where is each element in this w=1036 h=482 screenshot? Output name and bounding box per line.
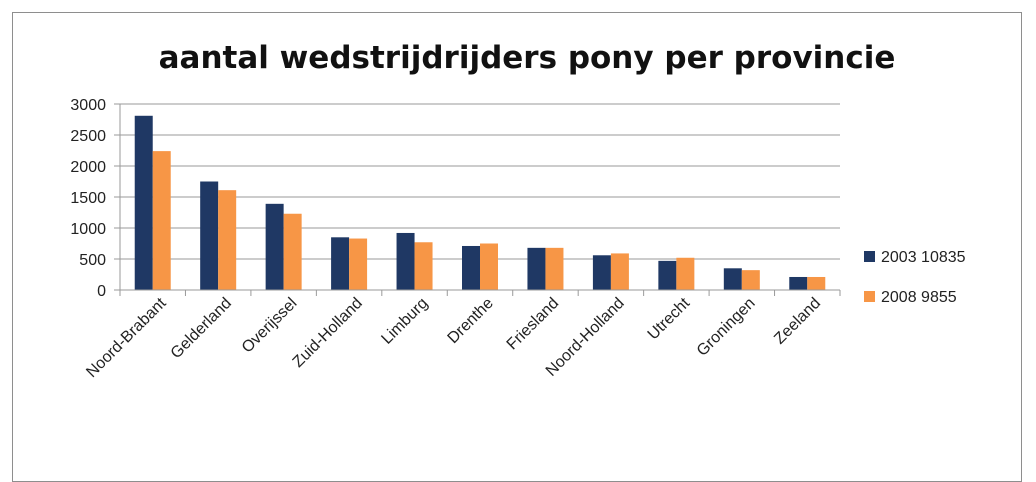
x-tick-label: Zuid-Holland bbox=[290, 295, 366, 371]
chart-frame bbox=[12, 12, 1022, 482]
chart-title: aantal wedstrijdrijders pony per provinc… bbox=[159, 40, 896, 76]
legend-label-2003: 2003 10835 bbox=[881, 249, 966, 266]
bar-noord-brabant-2008 bbox=[152, 151, 171, 290]
bar-drenthe-2008 bbox=[480, 243, 498, 290]
y-tick-label: 3000 bbox=[70, 97, 106, 114]
x-tick-label: Overijssel bbox=[239, 295, 301, 357]
x-tick-label: Groningen bbox=[694, 295, 759, 360]
x-tick-label: Utrecht bbox=[645, 294, 694, 343]
bar-noord-holland-2008 bbox=[610, 253, 629, 290]
bar-zeeland-2003 bbox=[789, 276, 808, 290]
bar-noord-holland-2003 bbox=[592, 255, 611, 290]
bar-utrecht-2008 bbox=[676, 257, 695, 290]
bar-zeeland-2008 bbox=[807, 276, 826, 290]
legend-swatch-2003 bbox=[864, 251, 875, 262]
x-tick-label: Noord-Brabant bbox=[83, 294, 170, 381]
y-tick-label: 1000 bbox=[70, 221, 106, 238]
bar-overijssel-2008 bbox=[283, 213, 302, 290]
bar-zuid-holland-2003 bbox=[331, 237, 350, 290]
x-tick-label: Gelderland bbox=[168, 295, 235, 362]
bar-noord-brabant-2003 bbox=[134, 115, 153, 290]
y-tick-label: 2000 bbox=[70, 159, 106, 176]
x-tick-label: Limburg bbox=[378, 295, 431, 348]
y-axis-ticks: 0 500 1000 1500 2000 2500 3000 bbox=[70, 97, 121, 300]
x-tick-label: Friesland bbox=[504, 295, 563, 354]
bar-groningen-2008 bbox=[741, 270, 760, 290]
bar-zuid-holland-2008 bbox=[349, 238, 368, 290]
y-tick-label: 1500 bbox=[70, 190, 106, 207]
bar-utrecht-2003 bbox=[658, 260, 677, 290]
bar-limburg-2008 bbox=[414, 242, 433, 290]
bar-friesland-2003 bbox=[527, 247, 546, 290]
bar-overijssel-2003 bbox=[265, 203, 284, 290]
bar-limburg-2003 bbox=[396, 232, 415, 290]
legend-swatch-2008 bbox=[864, 291, 875, 302]
y-tick-label: 500 bbox=[79, 252, 106, 269]
bar-drenthe-2003 bbox=[462, 245, 480, 290]
bar-gelderland-2003 bbox=[200, 181, 219, 290]
bar-friesland-2008 bbox=[545, 247, 564, 290]
y-tick-label: 2500 bbox=[70, 128, 106, 145]
bar-gelderland-2008 bbox=[218, 190, 237, 290]
bars bbox=[134, 115, 826, 290]
legend-label-2008: 2008 9855 bbox=[881, 289, 957, 306]
x-tick-label: Zeeland bbox=[771, 295, 824, 348]
bar-groningen-2003 bbox=[723, 268, 742, 290]
legend: 2003 10835 2008 9855 bbox=[864, 249, 966, 306]
y-tick-label: 0 bbox=[97, 283, 106, 300]
x-tick-label: Drenthe bbox=[445, 295, 497, 347]
